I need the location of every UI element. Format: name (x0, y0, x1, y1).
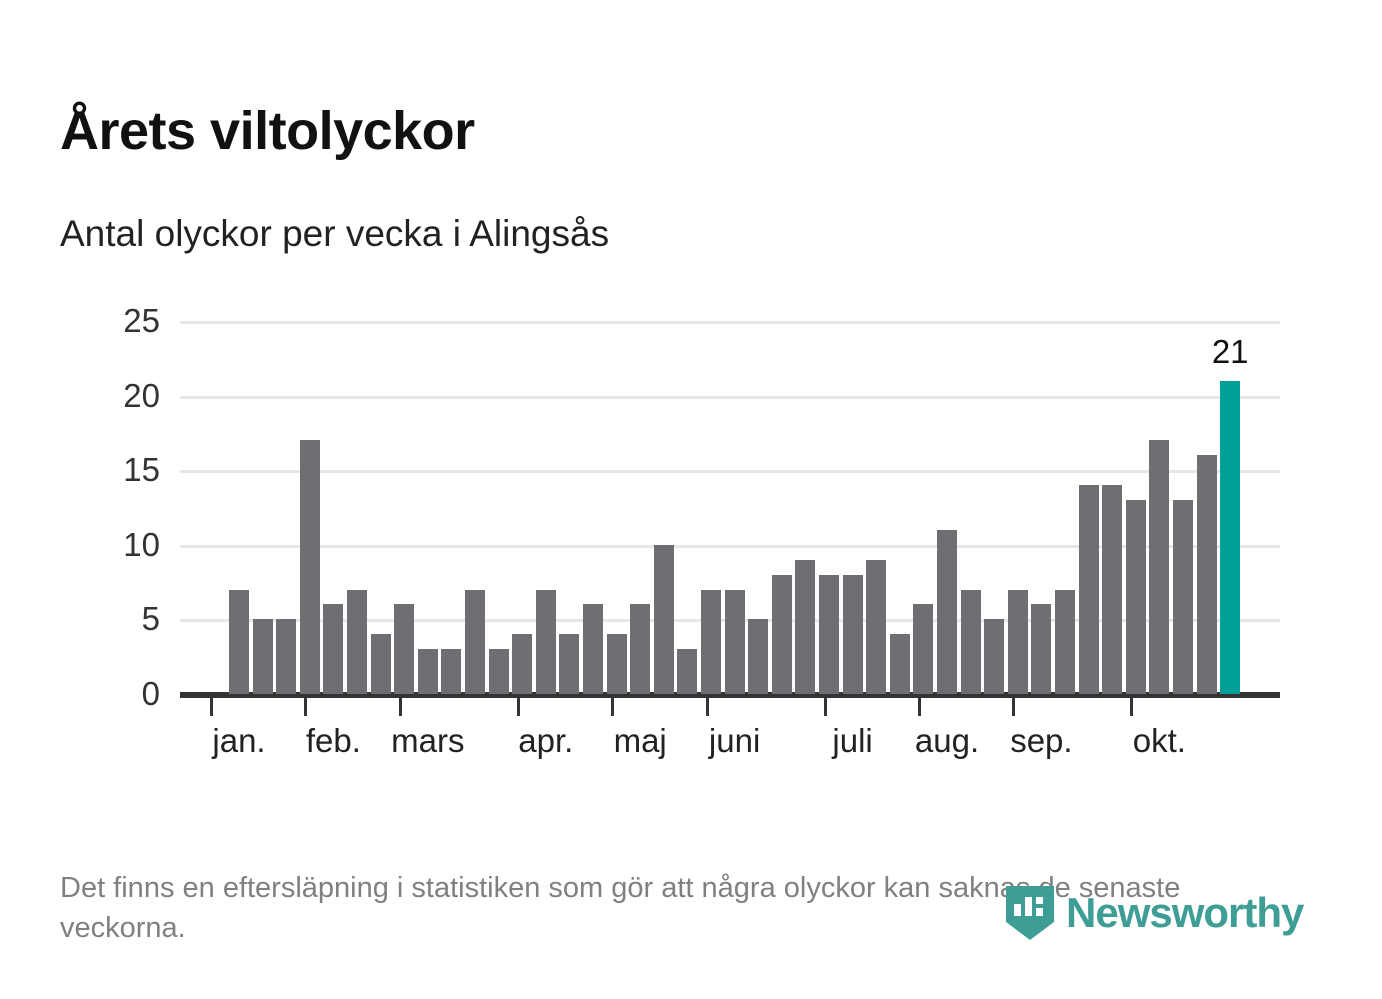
x-axis-tick (611, 698, 615, 716)
bar[interactable] (724, 589, 745, 694)
x-axis-tick-label: aug. (914, 722, 980, 759)
y-axis-tick-label: 0 (141, 675, 160, 712)
bar[interactable] (488, 649, 509, 694)
page-title: Årets viltolyckor (60, 101, 475, 162)
bar-value-label: 21 (1211, 332, 1249, 370)
bar[interactable] (347, 589, 367, 694)
gridline (180, 544, 1280, 548)
bar[interactable] (1102, 485, 1123, 694)
bar[interactable] (583, 604, 603, 694)
bar[interactable] (559, 634, 580, 694)
bar[interactable] (465, 589, 485, 694)
bar[interactable] (1078, 485, 1099, 694)
x-axis-tick-label: juni (708, 722, 761, 759)
bar[interactable] (677, 649, 698, 694)
bar[interactable] (1125, 500, 1146, 694)
newsworthy-logo[interactable]: Newsworthy (1004, 884, 1304, 942)
x-axis-tick (918, 698, 921, 716)
bar[interactable] (606, 634, 627, 694)
chart-bars: 21 (180, 321, 1280, 694)
x-axis-tick (398, 698, 402, 716)
bar[interactable] (370, 634, 391, 694)
bar[interactable] (630, 604, 651, 694)
bar[interactable] (653, 544, 674, 694)
bar[interactable] (701, 589, 721, 694)
bar[interactable] (441, 649, 462, 694)
x-axis-tick (1130, 698, 1134, 716)
y-axis-tick-label: 25 (123, 302, 160, 339)
x-axis-tick (516, 698, 520, 716)
bar[interactable] (819, 574, 839, 694)
x-axis-tick-label: feb. (305, 722, 361, 759)
bar[interactable] (984, 619, 1005, 694)
bar[interactable] (866, 559, 887, 694)
bar[interactable] (748, 619, 769, 694)
bar[interactable] (299, 440, 320, 694)
x-axis-tick (1012, 698, 1016, 716)
gridline (180, 321, 1280, 324)
bar[interactable] (1031, 604, 1052, 694)
x-axis-baseline (180, 692, 1280, 698)
x-axis-tick (705, 698, 709, 716)
x-axis-tick (210, 698, 213, 716)
y-axis-tick-label: 5 (141, 600, 160, 638)
chart-footnote: Det finns en eftersläpning i statistiken… (60, 872, 1181, 945)
x-axis-tick-label: mars (391, 722, 465, 759)
bar[interactable] (1055, 589, 1075, 694)
x-axis-tick-label: maj (613, 722, 667, 759)
x-axis-tick-label: sep. (1010, 722, 1073, 759)
bar[interactable] (535, 589, 556, 694)
gridline (180, 470, 1280, 474)
x-axis-tick (823, 698, 827, 716)
y-axis-tick-label: 20 (123, 376, 160, 414)
x-axis-tick (304, 698, 308, 716)
bar[interactable] (417, 649, 438, 694)
y-axis-tick-label: 15 (123, 451, 160, 489)
bar[interactable] (937, 529, 957, 694)
bar[interactable] (1007, 589, 1028, 694)
bar[interactable] (842, 574, 863, 694)
bar[interactable] (795, 559, 816, 694)
bar[interactable] (960, 589, 981, 694)
bar[interactable] (889, 634, 910, 694)
bar[interactable] (252, 619, 273, 694)
x-axis-tick-label: jan. (212, 722, 266, 759)
y-axis-tick-label: 10 (123, 525, 160, 563)
x-axis-tick-label: juli (832, 722, 873, 759)
bar[interactable] (913, 604, 934, 694)
bar[interactable] (1196, 455, 1217, 694)
bar[interactable] (771, 574, 792, 694)
bar-highlighted[interactable] (1220, 380, 1241, 694)
newsworthy-shield-barchart-icon (1006, 886, 1054, 940)
x-axis-tick-label: apr. (518, 722, 574, 759)
bar[interactable] (394, 604, 415, 694)
bar[interactable] (229, 589, 249, 694)
gridline (180, 395, 1280, 399)
x-axis-tick-label: okt. (1132, 722, 1186, 759)
bar[interactable] (1173, 500, 1193, 694)
bar[interactable] (276, 619, 297, 694)
chart-subtitle: Antal olyckor per vecka i Alingsås (60, 213, 610, 254)
bar[interactable] (512, 634, 533, 694)
bar[interactable] (1149, 440, 1170, 694)
bar[interactable] (323, 604, 344, 694)
newsworthy-wordmark: Newsworthy (1066, 889, 1304, 936)
